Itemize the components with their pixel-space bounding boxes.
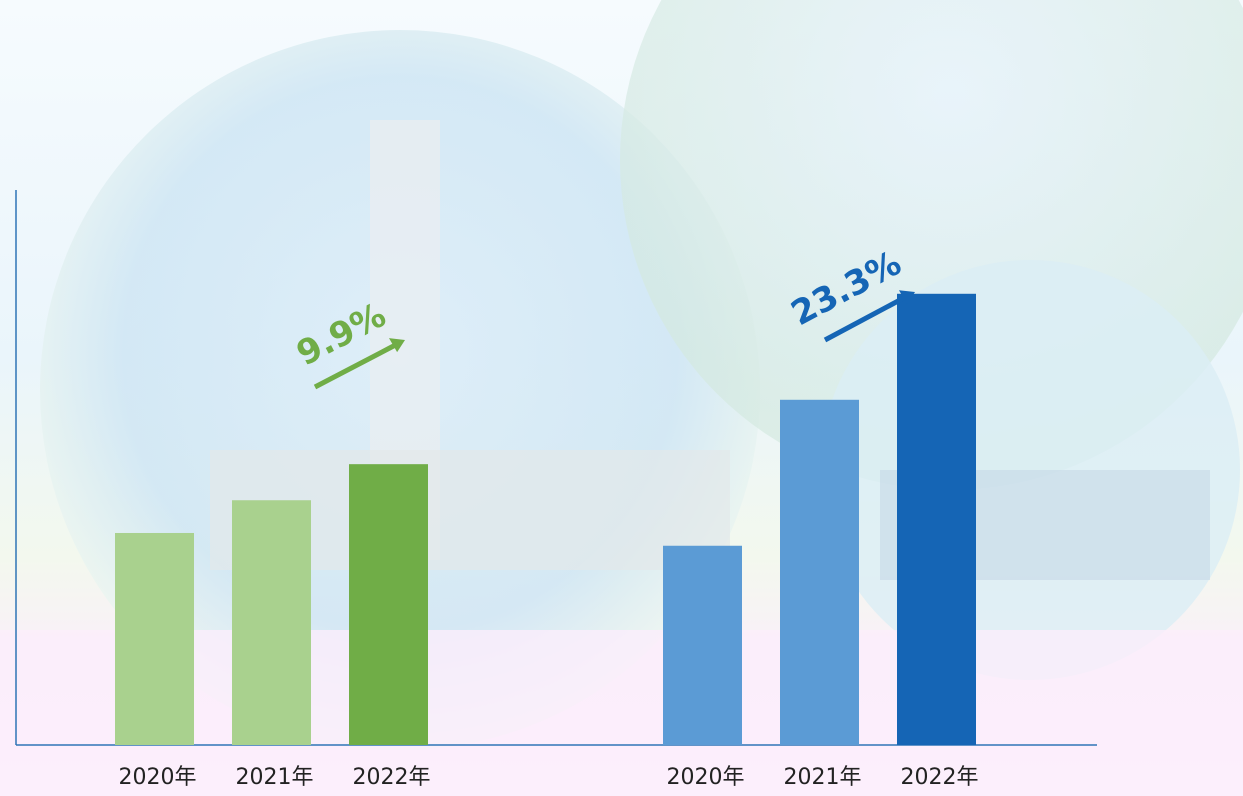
trend-arrow	[823, 294, 908, 343]
bar	[349, 464, 428, 745]
x-tick-label: 2020年	[667, 765, 745, 790]
x-tick-label: 2022年	[353, 765, 431, 790]
trend-arrow	[313, 342, 398, 390]
x-tick-label: 2020年	[119, 765, 197, 790]
x-tick-label: 2021年	[784, 765, 862, 790]
bar	[663, 545, 742, 745]
arrow-head	[388, 338, 405, 353]
x-tick-label: 2022年	[901, 765, 979, 790]
bar	[780, 399, 859, 745]
bar	[115, 532, 194, 745]
arrow-head	[898, 290, 915, 305]
bar	[232, 500, 311, 745]
x-tick-label: 2021年	[236, 765, 314, 790]
bar	[897, 293, 976, 745]
